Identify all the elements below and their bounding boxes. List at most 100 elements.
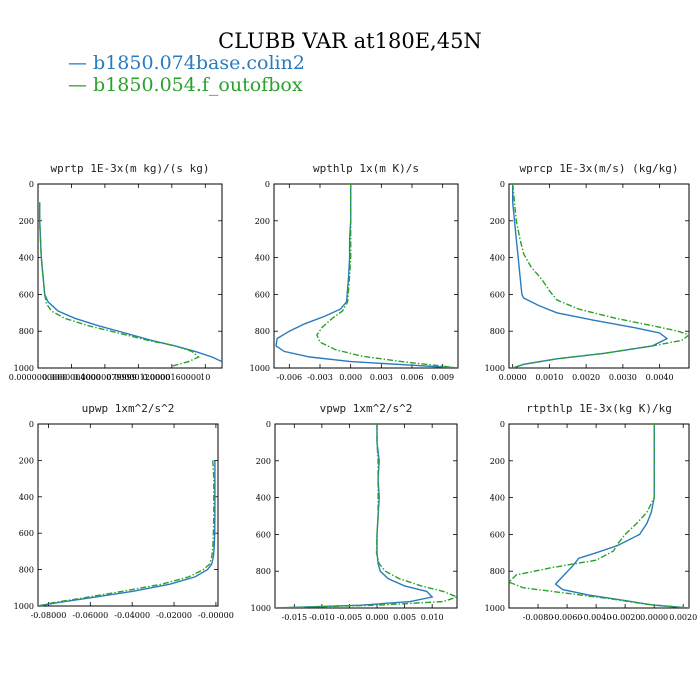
x-tick-label: -0.04000: [114, 611, 150, 620]
series-line-outofbox: [38, 460, 215, 606]
y-tick-label: 800: [256, 567, 271, 576]
x-tick-label: 0.0000: [499, 373, 527, 382]
panel-title: wpthlp 1x(m K)/s: [313, 162, 419, 175]
x-tick-label: 0.003: [370, 373, 393, 382]
y-tick-label: 1000: [250, 364, 270, 373]
series-line-outofbox: [512, 184, 689, 368]
plot-frame: [508, 183, 690, 369]
x-tick-label: -0.08000: [31, 611, 67, 620]
x-tick-label: 0.0000000000: [9, 373, 68, 382]
y-tick-label: 600: [19, 529, 34, 538]
y-tick-label: 0: [500, 180, 505, 189]
y-tick-label: 200: [255, 217, 270, 226]
plot-frame: [37, 183, 223, 369]
x-tick-label: -0.0080: [523, 613, 554, 622]
y-tick-label: 1000: [485, 364, 505, 373]
x-tick-label: 0.010: [421, 613, 444, 622]
series-line-base-colin2: [39, 202, 222, 367]
x-tick-label: -0.02000: [156, 611, 192, 620]
x-tick-label: 0.0020: [572, 373, 600, 382]
y-tick-label: 1000: [14, 602, 34, 611]
y-tick-label: 0: [500, 420, 505, 429]
y-tick-label: 800: [19, 566, 34, 575]
y-tick-label: 0: [265, 180, 270, 189]
plot-frame: [273, 183, 459, 369]
x-tick-label: 0.0030: [609, 373, 637, 382]
legend-entry-2: — b1850.054.f_outofbox: [68, 74, 305, 96]
y-tick-label: 0: [29, 180, 34, 189]
x-tick-label: -0.003: [307, 373, 333, 382]
x-tick-label: 0.006: [401, 373, 424, 382]
y-tick-label: 600: [19, 290, 34, 299]
chart-panel-4: upwp 1xm^2/s^202004006008001000-0.08000-…: [14, 402, 234, 620]
figure-title: CLUBB VAR at180E,45N: [218, 29, 482, 53]
legend-entry-1: — b1850.074base.colin2: [68, 52, 305, 74]
y-tick-label: 400: [490, 494, 505, 503]
x-tick-label: -0.005: [337, 613, 363, 622]
series-line-outofbox: [39, 202, 200, 367]
plot-frame: [37, 423, 219, 607]
chart-panel-3: wprcp 1E-3x(m/s) (kg/kg) 0 200 400 600 800 100…: [485, 162, 690, 382]
x-tick-label: -0.00000: [198, 611, 234, 620]
y-tick-label: 400: [256, 494, 271, 503]
series-line-base-colin2: [38, 460, 216, 606]
plot-frame: [508, 423, 690, 609]
chart-panel-6: rtpthlp 1E-3x(kg K)/kg 0 200 400 600 800 1000 -…: [485, 402, 698, 622]
panel-title: rtpthlp 1E-3x(kg K)/kg: [526, 402, 672, 415]
x-tick-label: -0.06000: [72, 611, 108, 620]
y-tick-label: 1000: [14, 364, 34, 373]
chart-panel-1: wprtp 1E-3x(m kg)/(s kg)0200400600800100…: [9, 162, 223, 382]
panel-title: vpwp 1xm^2/s^2: [320, 402, 413, 415]
y-tick-label: 0: [266, 420, 271, 429]
legend-label-2: — b1850.054.f_outofbox: [68, 74, 303, 96]
y-tick-label: 400: [490, 254, 505, 263]
x-tick-label: 0.0010: [535, 373, 563, 382]
series-line-outofbox: [275, 424, 457, 608]
y-tick-label: 200: [19, 217, 34, 226]
y-tick-label: 800: [490, 327, 505, 336]
y-tick-label: 800: [255, 327, 270, 336]
y-tick-label: 400: [255, 254, 270, 263]
x-tick-label: -0.0020: [610, 613, 641, 622]
legend-label-1: — b1850.074base.colin2: [68, 52, 305, 74]
x-tick-label: -0.006: [277, 373, 303, 382]
x-tick-label: 0.0040: [646, 373, 674, 382]
y-tick-label: 600: [255, 290, 270, 299]
panel-title: upwp 1xm^2/s^2: [82, 402, 175, 415]
y-tick-label: 400: [19, 493, 34, 502]
plot-frame: [274, 423, 458, 609]
x-tick-label: 0.0020: [669, 613, 697, 622]
x-tick-label: 0.0000160000: [143, 373, 202, 382]
series-line-outofbox: [316, 184, 458, 368]
x-tick-label: 0.0000: [640, 613, 668, 622]
y-tick-label: 600: [256, 530, 271, 539]
legend: — b1850.074base.colin2 — b1850.054.f_out…: [68, 52, 305, 96]
x-tick-label: 0.00000120000: [107, 373, 171, 382]
series-line-base-colin2: [554, 424, 689, 608]
x-tick-label: -0.0040: [581, 613, 612, 622]
series-line-base-colin2: [275, 184, 458, 368]
y-tick-label: 200: [490, 217, 505, 226]
panel-title: wprtp 1E-3x(m kg)/(s kg): [51, 162, 210, 175]
y-tick-label: 200: [19, 456, 34, 465]
y-tick-label: 800: [490, 567, 505, 576]
series-line-outofbox: [509, 424, 689, 608]
x-tick-label: 0.000: [366, 613, 389, 622]
x-tick-label: 0.000: [339, 373, 362, 382]
x-tick-label: 0.009: [431, 373, 454, 382]
series-line-base-colin2: [275, 424, 434, 608]
y-tick-label: 1000: [485, 604, 505, 613]
x-tick-label: 0.00000079999: [73, 373, 137, 382]
y-tick-label: 800: [19, 327, 34, 336]
y-tick-label: 600: [490, 290, 505, 299]
y-tick-label: 200: [256, 457, 271, 466]
x-tick-label: -0.010: [309, 613, 335, 622]
x-tick-label: 0.005: [393, 613, 416, 622]
x-tick-label: -0.0060: [552, 613, 583, 622]
x-tick-label: 10: [200, 373, 210, 382]
y-tick-label: 600: [490, 530, 505, 539]
chart-panel-2: wpthlp 1x(m K)/s 0 200 400 600 800 1000 -0.006-…: [250, 162, 459, 382]
